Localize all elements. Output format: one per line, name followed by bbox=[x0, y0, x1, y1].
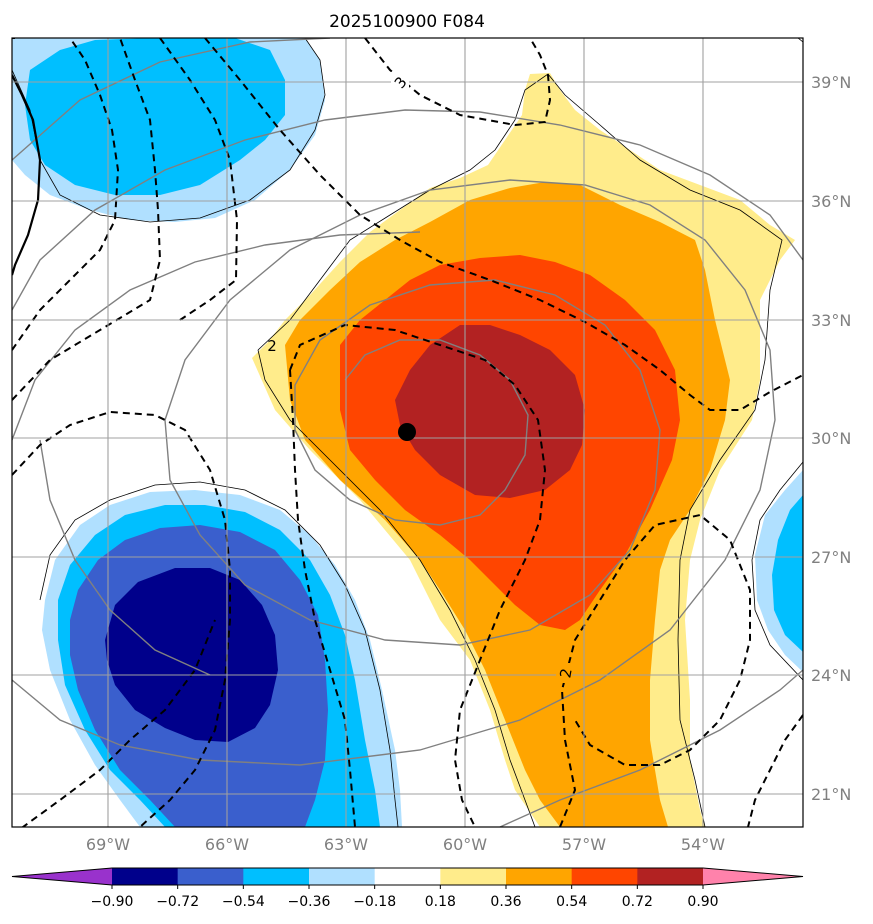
contour-labels: 3 2 2 bbox=[267, 72, 576, 683]
lat-tick-label: 21°N bbox=[811, 785, 851, 804]
contour-label: 2 bbox=[556, 667, 575, 680]
colorbar-segment bbox=[177, 868, 244, 885]
lat-tick-label: 39°N bbox=[811, 73, 851, 92]
colorbar-segment bbox=[637, 868, 704, 885]
fill-negative-sw-072 bbox=[105, 568, 278, 742]
solid-contour bbox=[12, 74, 42, 276]
lat-tick-label: 36°N bbox=[811, 192, 851, 211]
colorbar-segment bbox=[243, 868, 310, 885]
fill-negative-nw-036 bbox=[25, 38, 285, 195]
colorbar: −0.90 −0.72 −0.54 −0.36 −0.18 0.18 0.36 0.54 0.7… bbox=[11, 867, 804, 910]
lon-tick-label: 57°W bbox=[562, 835, 606, 854]
colorbar-extend-min bbox=[12, 868, 112, 885]
fill-negative-e-036 bbox=[772, 495, 803, 652]
colorbar-tick-label: 0.90 bbox=[687, 894, 718, 910]
lon-tick-label: 63°W bbox=[324, 835, 368, 854]
colorbar-tick-label: 0.54 bbox=[556, 894, 587, 910]
chart-title: 2025100900 F084 bbox=[329, 12, 485, 32]
colorbar-tick-label: 0.36 bbox=[490, 894, 521, 910]
lon-tick-label: 60°W bbox=[443, 835, 487, 854]
fill-positive-072 bbox=[395, 325, 585, 498]
colorbar-tick-label: −0.90 bbox=[91, 894, 134, 910]
colorbar-tick-label: −0.18 bbox=[353, 894, 396, 910]
thin-contours bbox=[12, 38, 803, 827]
lon-tick-label: 66°W bbox=[205, 835, 249, 854]
colorbar-segment bbox=[571, 868, 638, 885]
lon-tick-label: 54°W bbox=[681, 835, 725, 854]
colorbar-segment bbox=[112, 868, 179, 885]
colorbar-tick-label: −0.54 bbox=[222, 894, 265, 910]
colorbar-extend-max bbox=[703, 868, 803, 885]
lon-labels: 69°W 66°W 63°W 60°W 57°W 54°W bbox=[86, 835, 725, 854]
gray-contours bbox=[12, 38, 803, 827]
colorbar-segment bbox=[309, 868, 376, 885]
lat-tick-label: 30°N bbox=[811, 429, 851, 448]
lat-tick-label: 24°N bbox=[811, 666, 851, 685]
dashed-contours bbox=[12, 38, 803, 827]
colorbar-segment bbox=[374, 868, 441, 885]
colorbar-tick-label: −0.36 bbox=[288, 894, 331, 910]
map-frame bbox=[11, 37, 804, 828]
colorbar-tick-label: 0.72 bbox=[622, 894, 653, 910]
grid bbox=[12, 38, 803, 827]
storm-center-marker bbox=[398, 423, 416, 441]
lat-labels: 39°N 36°N 33°N 30°N 27°N 24°N 21°N bbox=[811, 73, 851, 804]
lat-tick-label: 27°N bbox=[811, 548, 851, 567]
colorbar-tick-label: 0.18 bbox=[425, 894, 456, 910]
colorbar-segment bbox=[440, 868, 507, 885]
colorbar-tick-label: −0.72 bbox=[156, 894, 199, 910]
map-area: 3 2 2 bbox=[12, 38, 803, 827]
lon-tick-label: 69°W bbox=[86, 835, 130, 854]
contour-label: 2 bbox=[267, 337, 277, 355]
lat-tick-label: 33°N bbox=[811, 311, 851, 330]
colorbar-segment bbox=[506, 868, 573, 885]
